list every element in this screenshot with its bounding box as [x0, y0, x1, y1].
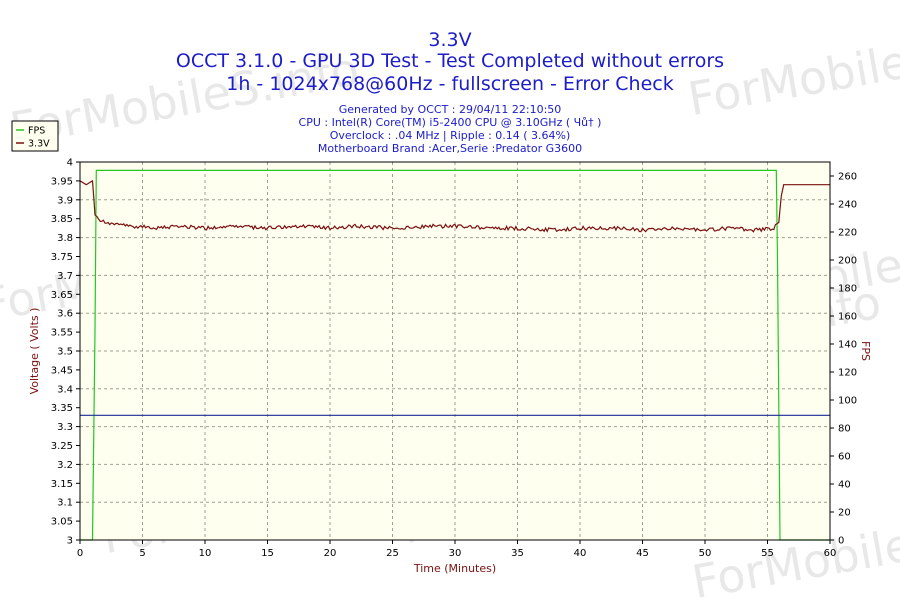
y-tick-label: 4	[67, 158, 73, 169]
x-tick-label: 0	[77, 548, 83, 559]
y-tick-label: 3.25	[51, 441, 73, 452]
x-tick-label: 30	[449, 548, 462, 559]
x-tick-label: 15	[261, 548, 274, 559]
chart-subtitle-mode: 1h - 1024x768@60Hz - fullscreen - Error …	[226, 73, 674, 95]
y2-tick-label: 160	[838, 312, 857, 323]
y-tick-label: 3.1	[57, 498, 73, 509]
x-tick-label: 40	[574, 548, 587, 559]
y-tick-label: 3.5	[57, 347, 73, 358]
y2-tick-label: 240	[838, 200, 857, 211]
y2-axis-label: FPS	[859, 341, 872, 361]
y-tick-label: 3.75	[51, 252, 73, 263]
y-tick-label: 3.55	[51, 328, 73, 339]
y-axis-label: Voltage ( Volts )	[28, 308, 41, 395]
y-tick-label: 3.35	[51, 403, 73, 414]
y-tick-label: 3	[67, 536, 73, 547]
y-tick-label: 3.7	[57, 271, 73, 282]
y-tick-label: 3.65	[51, 290, 73, 301]
legend-box	[11, 120, 59, 152]
y-tick-label: 3.85	[51, 214, 73, 225]
x-tick-label: 25	[386, 548, 399, 559]
y-tick-label: 3.3	[57, 422, 73, 433]
y2-tick-label: 0	[838, 536, 844, 547]
y-tick-label: 3.8	[57, 233, 73, 244]
x-tick-label: 10	[199, 548, 212, 559]
x-tick-label: 20	[324, 548, 337, 559]
fps-series-line	[80, 169, 830, 541]
y-tick-label: 3.2	[57, 460, 73, 471]
legend-label: 3.3V	[28, 139, 50, 150]
y-tick-label: 3.6	[57, 309, 73, 320]
x-axis-label: Time (Minutes)	[413, 562, 496, 575]
y2-tick-label: 120	[838, 368, 857, 379]
y2-tick-label: 140	[838, 340, 857, 351]
y-tick-label: 3.4	[57, 384, 73, 395]
y-tick-label: 3.9	[57, 195, 73, 206]
y2-tick-label: 80	[838, 424, 851, 435]
y-tick-label: 3.95	[51, 176, 73, 187]
plot-frame	[79, 161, 831, 541]
x-tick-label: 55	[761, 548, 774, 559]
y2-tick-label: 200	[838, 256, 857, 267]
y2-tick-label: 220	[838, 228, 857, 239]
x-tick-label: 35	[511, 548, 524, 559]
info-cpu: CPU : Intel(R) Core(TM) i5-2400 CPU @ 3.…	[298, 116, 602, 129]
y-tick-label: 3.15	[51, 479, 73, 490]
y2-tick-label: 260	[838, 172, 857, 183]
voltage-series-line	[79, 179, 830, 233]
y-tick-label: 3.05	[51, 517, 73, 528]
x-tick-label: 45	[636, 548, 649, 559]
y2-tick-label: 60	[838, 452, 851, 463]
x-tick-label: 5	[139, 548, 145, 559]
chart-title: 3.3V	[428, 29, 472, 51]
chart-subtitle-test: OCCT 3.1.0 - GPU 3D Test - Test Complete…	[175, 50, 725, 72]
legend-label: FPS	[28, 126, 45, 137]
info-overclock: Overclock : .04 MHz | Ripple : 0.14 ( 3.…	[329, 129, 571, 142]
y2-tick-label: 100	[838, 396, 857, 407]
y2-tick-label: 180	[838, 284, 857, 295]
x-tick-label: 50	[699, 548, 712, 559]
info-motherboard: Motherboard Brand :Acer,Serie :Predator …	[317, 142, 583, 155]
x-tick-label: 60	[824, 548, 837, 559]
y2-tick-label: 20	[838, 508, 851, 519]
y-tick-label: 3.45	[51, 365, 73, 376]
y2-tick-label: 40	[838, 480, 851, 491]
info-generated: Generated by OCCT : 29/04/11 22:10:50	[338, 103, 562, 116]
